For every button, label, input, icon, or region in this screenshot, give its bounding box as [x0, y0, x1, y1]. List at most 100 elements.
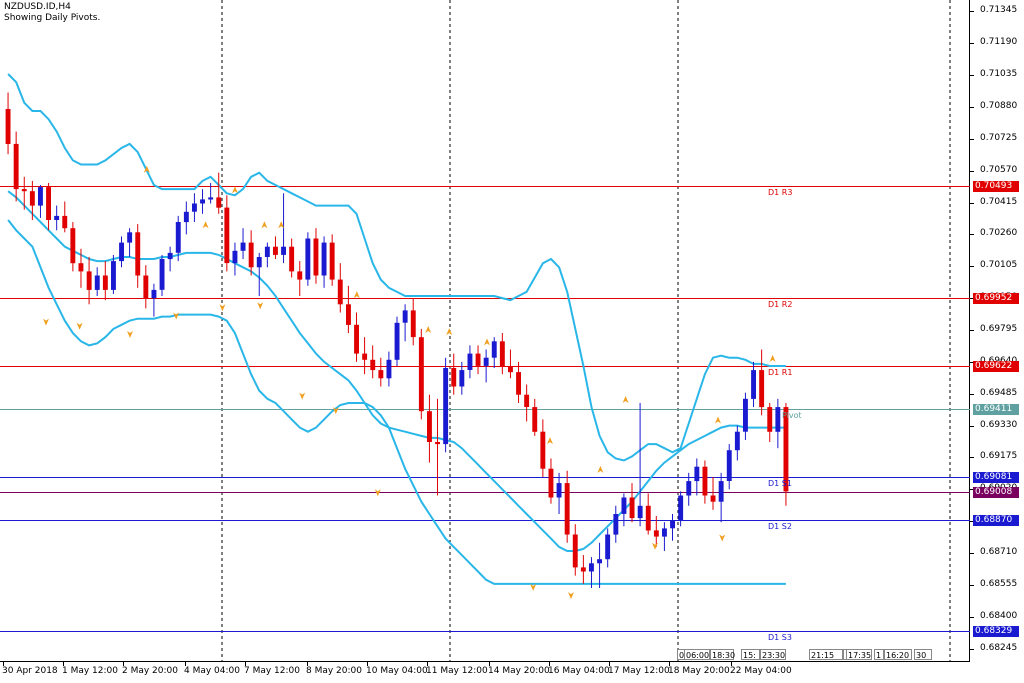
time-label: 7 May 12:00: [244, 666, 300, 676]
candle-body: [111, 261, 116, 290]
time-label: 4 May 04:00: [184, 666, 240, 676]
candle-body: [21, 189, 27, 192]
price-label: 0.71190: [980, 37, 1018, 47]
candle-body: [556, 483, 562, 498]
candle-body: [613, 514, 619, 535]
price-label: 0.70105: [980, 260, 1018, 270]
symbol-title: NZDUSD.ID,H4: [4, 2, 71, 12]
candle-body: [216, 197, 222, 208]
indicator-title: Showing Daily Pivots.: [4, 13, 101, 23]
candle-body: [580, 567, 586, 572]
time-tick: [63, 662, 64, 666]
pivot-value-s1: 0.69081: [973, 472, 1019, 483]
candle-body: [718, 481, 724, 502]
fractal-up-marker: [769, 354, 776, 362]
price-tick: [970, 553, 974, 554]
price-tick: [970, 43, 974, 44]
time-tick: [307, 662, 308, 666]
fractal-down-marker: [652, 542, 658, 550]
fractal-down-marker: [43, 318, 49, 326]
price-chart[interactable]: [0, 0, 970, 662]
price-tick: [970, 585, 974, 586]
candle-body: [572, 534, 578, 568]
pivot-name-s2: D1 S2: [768, 522, 792, 531]
candle-body: [532, 407, 538, 432]
countdown-box: 30: [914, 649, 932, 660]
candle-body: [119, 242, 124, 262]
fractal-up-marker: [547, 437, 553, 445]
candle-body: [273, 246, 278, 255]
fractal-up-marker: [425, 326, 432, 334]
candle-body: [402, 310, 408, 323]
candle-body: [694, 466, 700, 482]
candle-body: [629, 497, 635, 519]
candle-body: [524, 394, 530, 407]
time-label: 8 May 20:00: [306, 666, 362, 676]
fractal-up-marker: [715, 416, 721, 424]
fractal-down-marker: [257, 302, 264, 310]
candle-body: [54, 215, 60, 220]
candle-body: [354, 324, 359, 354]
fractal-down-marker: [568, 592, 574, 600]
candle-body: [135, 232, 141, 276]
chart-area[interactable]: [0, 0, 970, 662]
pivot-name-r1: D1 R1: [768, 368, 793, 377]
candle-body: [662, 528, 667, 537]
price-tick: [970, 298, 974, 299]
candle-body: [686, 481, 692, 496]
fractal-up-marker: [597, 465, 604, 473]
bollinger-upper-band: [7, 73, 786, 462]
time-label: 16 May 04:00: [548, 666, 610, 676]
candle-body: [702, 466, 708, 496]
price-label: 0.68710: [980, 547, 1018, 557]
pivot-value-pivot: 0.69411: [973, 404, 1019, 415]
price-tick: [970, 649, 974, 650]
fractal-up-marker: [143, 165, 150, 173]
candle-body: [751, 370, 756, 399]
time-tick: [245, 662, 246, 666]
price-tick: [970, 139, 974, 140]
time-label: 1 May 12:00: [62, 666, 118, 676]
candle-body: [5, 109, 11, 144]
candle-body: [321, 242, 327, 276]
candle-body: [775, 407, 781, 432]
time-tick: [185, 662, 186, 666]
price-label: 0.69330: [980, 420, 1018, 430]
candle-body: [589, 563, 594, 572]
price-tick: [970, 457, 974, 458]
candle-body: [759, 370, 765, 408]
countdown-box: 18:30: [710, 649, 736, 660]
candle-body: [483, 357, 489, 366]
bollinger-lower-band: [7, 219, 786, 585]
candle-body: [256, 257, 262, 268]
candle-body: [710, 495, 716, 502]
candle-body: [443, 368, 449, 445]
pivot-name-r2: D1 R2: [768, 300, 793, 309]
time-label: 30 Apr 2018: [2, 666, 58, 676]
candle-body: [297, 271, 303, 280]
fractal-down-marker: [127, 331, 133, 338]
candle-body: [313, 238, 319, 276]
candle-body: [783, 407, 789, 492]
candle-body: [264, 246, 270, 257]
price-label: 0.68245: [980, 643, 1018, 653]
price-tick: [970, 617, 974, 618]
candle-body: [167, 252, 173, 260]
time-label: 11 May 12:00: [426, 666, 488, 676]
price-label: 0.70725: [980, 133, 1018, 143]
fractal-up-marker: [622, 395, 629, 403]
time-label: 18 May 20:00: [668, 666, 730, 676]
price-tick: [970, 234, 974, 235]
price-tick: [970, 489, 974, 490]
countdown-box: 16:20: [884, 649, 912, 660]
pivot-name-r3: D1 R3: [768, 188, 793, 197]
countdown-box: 21:15: [809, 649, 843, 660]
candle-body: [13, 143, 19, 190]
price-tick: [970, 75, 974, 76]
candle-body: [337, 279, 343, 305]
candle-body: [597, 559, 602, 564]
fractal-down-marker: [374, 489, 381, 497]
candle-body: [232, 250, 238, 264]
countdown-box: 1: [874, 649, 884, 660]
candle-body: [289, 246, 295, 272]
